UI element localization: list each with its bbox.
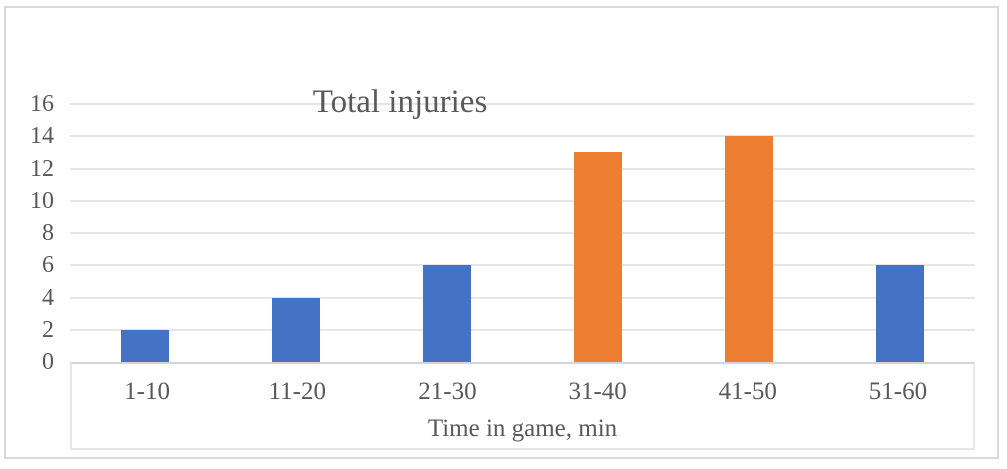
- y-tick-label: 12: [30, 155, 54, 182]
- bar-11-20: [272, 297, 321, 362]
- y-tick-label: 6: [42, 252, 54, 279]
- x-axis-label-box: 1-10 11-20 21-30 31-40 41-50 51-60 Time in ga…: [70, 362, 975, 450]
- gridline: [70, 296, 975, 299]
- bar-21-30: [423, 265, 472, 362]
- x-category-label: 21-30: [418, 378, 477, 405]
- x-category-label: 41-50: [718, 378, 777, 405]
- gridline: [70, 167, 975, 170]
- gridline: [70, 135, 975, 138]
- gridline: [70, 232, 975, 234]
- gridline: [70, 199, 975, 202]
- y-tick-label: 4: [42, 284, 54, 311]
- gridline: [70, 264, 975, 267]
- bar-1-10: [121, 329, 170, 362]
- y-tick-label: 16: [30, 91, 54, 117]
- y-tick-label: 0: [42, 349, 54, 375]
- gridline: [70, 103, 975, 105]
- chart-outer-border: [4, 6, 999, 459]
- x-axis-title: Time in game, min: [427, 415, 618, 442]
- x-category-label: 51-60: [868, 378, 928, 405]
- x-category-label: 1-10: [124, 378, 170, 405]
- chart-title: Total injuries: [312, 84, 488, 120]
- gridline: [70, 328, 975, 331]
- y-tick-label: 10: [30, 187, 54, 214]
- x-axis-category-labels: 1-10 11-20 21-30 31-40 41-50 51-60: [72, 378, 973, 406]
- y-tick-label: 2: [42, 316, 54, 343]
- bar-41-50: [724, 136, 773, 362]
- bar-51-60: [875, 265, 924, 362]
- x-category-label: 11-20: [268, 378, 326, 405]
- bar-31-40: [573, 152, 622, 362]
- y-tick-label: 8: [42, 220, 54, 246]
- y-tick-label: 14: [30, 123, 54, 150]
- x-category-label: 31-40: [568, 378, 627, 405]
